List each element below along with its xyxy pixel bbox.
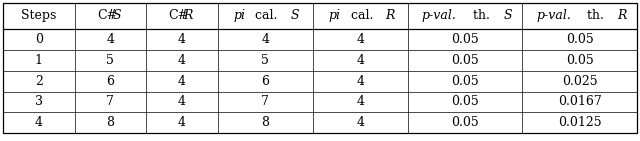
Text: 8: 8 xyxy=(106,116,115,129)
Text: 5: 5 xyxy=(261,54,269,67)
Text: 6: 6 xyxy=(261,75,269,88)
Text: 1: 1 xyxy=(35,54,43,67)
Text: p-val.: p-val. xyxy=(536,9,571,22)
Text: 0.05: 0.05 xyxy=(566,54,593,67)
Text: 4: 4 xyxy=(356,95,365,108)
Text: 4: 4 xyxy=(356,75,365,88)
Text: R: R xyxy=(617,9,627,22)
Text: pi: pi xyxy=(328,9,340,22)
Text: 0.025: 0.025 xyxy=(562,75,598,88)
Text: R: R xyxy=(184,9,193,22)
Text: C#: C# xyxy=(168,9,189,22)
Text: 4: 4 xyxy=(261,33,269,46)
Text: 0.05: 0.05 xyxy=(451,75,479,88)
Text: 4: 4 xyxy=(356,116,365,129)
Text: S: S xyxy=(290,9,299,22)
Text: cal.: cal. xyxy=(252,9,285,22)
Text: pi: pi xyxy=(233,9,245,22)
Text: 4: 4 xyxy=(106,33,115,46)
Text: Steps: Steps xyxy=(21,9,56,22)
Text: 0.0167: 0.0167 xyxy=(557,95,602,108)
Text: 2: 2 xyxy=(35,75,43,88)
Text: S: S xyxy=(503,9,512,22)
Text: 0.05: 0.05 xyxy=(451,54,479,67)
Text: 4: 4 xyxy=(178,75,186,88)
Text: p-val.: p-val. xyxy=(422,9,457,22)
Text: 6: 6 xyxy=(106,75,115,88)
Text: 5: 5 xyxy=(106,54,115,67)
Text: 4: 4 xyxy=(178,33,186,46)
Text: 8: 8 xyxy=(261,116,269,129)
Text: th.: th. xyxy=(579,9,612,22)
Text: 0.0125: 0.0125 xyxy=(558,116,602,129)
Text: cal.: cal. xyxy=(346,9,381,22)
Text: th.: th. xyxy=(465,9,498,22)
Text: 4: 4 xyxy=(178,54,186,67)
Text: C#: C# xyxy=(97,9,117,22)
Text: 4: 4 xyxy=(35,116,43,129)
Text: 0.05: 0.05 xyxy=(566,33,593,46)
Text: 3: 3 xyxy=(35,95,43,108)
Text: 0.05: 0.05 xyxy=(451,116,479,129)
Text: 0.05: 0.05 xyxy=(451,95,479,108)
Text: 0: 0 xyxy=(35,33,43,46)
Text: S: S xyxy=(113,9,121,22)
Text: R: R xyxy=(385,9,394,22)
Text: 4: 4 xyxy=(356,54,365,67)
Text: 7: 7 xyxy=(106,95,115,108)
Text: 4: 4 xyxy=(356,33,365,46)
Text: 4: 4 xyxy=(178,116,186,129)
Text: 0.05: 0.05 xyxy=(451,33,479,46)
Text: 7: 7 xyxy=(261,95,269,108)
Text: 4: 4 xyxy=(178,95,186,108)
